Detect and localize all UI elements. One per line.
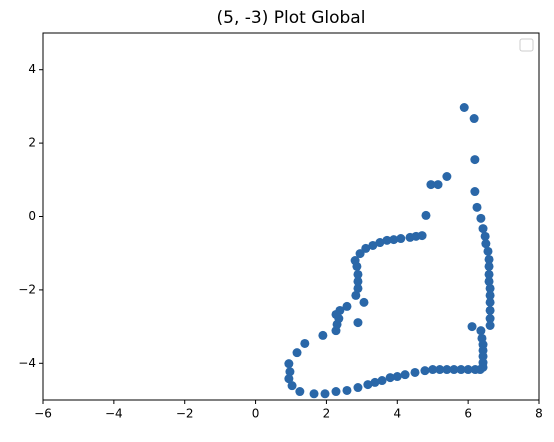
x-tick-label: 2 [323, 407, 331, 421]
scatter-point [485, 305, 495, 315]
scatter-point [368, 240, 378, 250]
x-tick-label: 0 [252, 407, 260, 421]
scatter-point [400, 370, 410, 380]
scatter-point [342, 385, 352, 395]
legend [519, 38, 534, 52]
scatter-point [433, 180, 443, 190]
scatter-point [484, 254, 494, 264]
scatter-point [320, 389, 330, 399]
scatter-point [483, 246, 493, 256]
scatter-point [335, 305, 345, 315]
scatter-point [350, 256, 360, 266]
scatter-point [449, 365, 459, 375]
y-tick-label: 4 [28, 62, 36, 76]
scatter-point [485, 314, 495, 324]
scatter-point [428, 365, 438, 375]
scatter-point [353, 283, 363, 293]
x-tick-label: 4 [393, 407, 401, 421]
scatter-point [472, 202, 482, 212]
scatter-point [295, 387, 305, 397]
scatter-point [435, 365, 445, 375]
scatter-point [353, 269, 363, 279]
scatter-point [353, 318, 363, 328]
scatter-point [284, 374, 294, 384]
y-tick-label: −2 [18, 282, 36, 296]
x-tick-label: 6 [464, 407, 472, 421]
scatter-point [485, 320, 495, 330]
scatter-point [375, 238, 385, 248]
scatter-point [442, 171, 452, 181]
scatter-point [421, 210, 431, 220]
scatter-point [484, 269, 494, 279]
scatter-point [292, 348, 302, 358]
scatter-point [476, 213, 486, 223]
scatter-point [480, 231, 490, 241]
y-tick-label: −4 [18, 356, 36, 370]
x-tick-label: −2 [176, 407, 194, 421]
scatter-point [485, 297, 495, 307]
x-tick-label: −6 [34, 407, 52, 421]
y-tick-label: 0 [28, 209, 36, 223]
scatter-point [476, 326, 486, 336]
scatter-point [382, 235, 392, 245]
scatter-point [485, 283, 495, 293]
scatter-point [361, 243, 371, 253]
scatter-point [285, 367, 295, 377]
scatter-point [353, 383, 363, 393]
scatter-point [359, 297, 369, 307]
scatter-point [485, 290, 495, 300]
scatter-point [385, 373, 395, 383]
scatter-point [396, 234, 406, 244]
scatter-point [484, 276, 494, 286]
scatter-point [470, 187, 480, 197]
scatter-point [469, 114, 479, 124]
x-tick-label: −4 [105, 407, 123, 421]
scatter-point [442, 365, 452, 375]
scatter-point [417, 231, 427, 241]
scatter-point [300, 338, 310, 348]
scatter-point [351, 290, 361, 300]
scatter-point [426, 180, 436, 190]
y-tick-label: 2 [28, 136, 36, 150]
x-tick-label: 8 [535, 407, 543, 421]
scatter-point [470, 365, 480, 375]
scatter-point [410, 367, 420, 377]
scatter-point [318, 330, 328, 340]
scatter-point [353, 276, 363, 286]
scatter-point [463, 365, 473, 375]
scatter-point [342, 301, 352, 311]
scatter-point [484, 261, 494, 271]
scatter-point [478, 351, 488, 361]
scatter-point [377, 376, 387, 386]
scatter-point [456, 365, 466, 375]
scatter-point [309, 389, 319, 399]
scatter-point [363, 380, 373, 390]
scatter-point [478, 224, 488, 234]
chart-title: (5, -3) Plot Global [217, 8, 366, 28]
scatter-point [392, 372, 402, 382]
scatter-point [287, 381, 297, 391]
scatter-point [389, 235, 399, 245]
scatter-point [420, 366, 430, 376]
scatter-point [370, 377, 380, 387]
scatter-point [470, 155, 480, 165]
scatter-point [284, 359, 294, 369]
scatter-point [459, 103, 469, 113]
scatter-point [481, 239, 491, 249]
scatter-point [467, 322, 477, 332]
scatter-point [331, 387, 341, 397]
